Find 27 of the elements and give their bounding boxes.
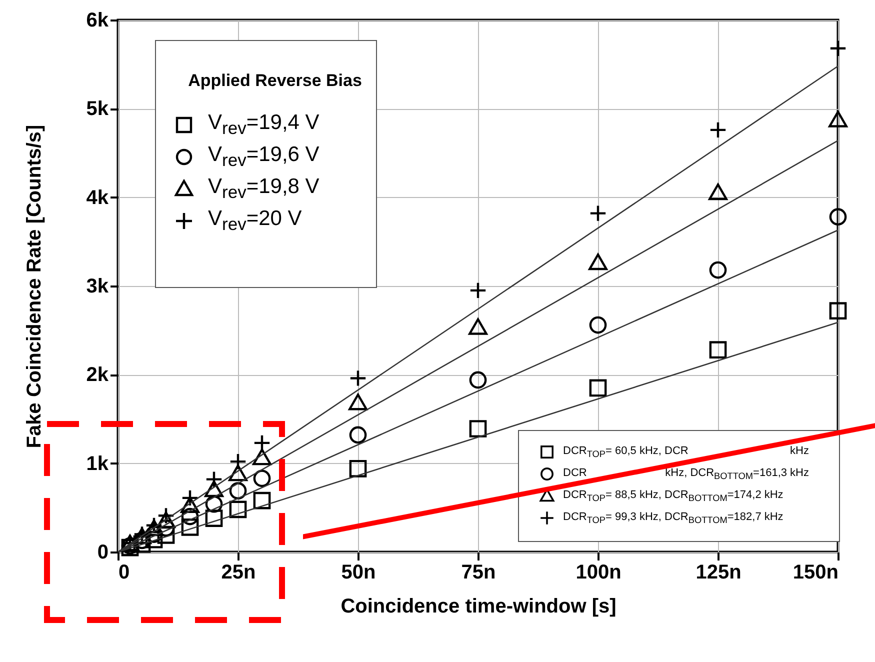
legend-label: V$_{rev}$=19,8 V	[208, 174, 320, 204]
annotation: DCR$_{TOP}$= 99,3 kHz, DCR$_{BOTTOM}$=182,7 kHz	[563, 510, 784, 526]
x-tick-label: 50n	[341, 562, 376, 584]
annotation: DCR$_{TOP}$= 60,5 kHz, DCR	[563, 444, 688, 460]
x-tick-label: 125n	[696, 562, 742, 584]
y-axis-title: Fake Coincidence Rate [Counts/s]	[23, 124, 46, 448]
x-tick-label: 150n	[792, 562, 838, 584]
annotation: DCR	[563, 466, 587, 481]
y-tick-label: 5k	[86, 98, 110, 120]
x-tick-label: 0	[118, 562, 130, 584]
y-tick-label: 4k	[86, 186, 110, 209]
legend-title: Applied Reverse Bias	[187, 71, 363, 91]
y-tick-label: 1k	[86, 452, 110, 475]
x-tick-label: 25n	[221, 562, 256, 584]
annotation: kHz	[790, 444, 809, 459]
y-tick-label: 3k	[86, 276, 110, 298]
annotation: DCR$_{TOP}$= 88,5 kHz, DCR$_{BOTTOM}$=174,2 kHz	[563, 488, 784, 504]
y-tick-label: 2k	[86, 364, 110, 386]
y-tick-label: 0	[97, 542, 108, 564]
legend-label: V$_{rev}$=19,4 V	[208, 110, 320, 140]
legend-label: V$_{rev}$=19,6 V	[208, 142, 320, 172]
annotation: kHz, DCR$_{BOTTOM}$=161,3 kHz	[665, 466, 809, 482]
x-axis-title: Coincidence time-window [s]	[340, 596, 616, 618]
legend-label: V$_{rev}$=20 V	[208, 206, 302, 236]
x-tick-label: 75n	[461, 562, 496, 584]
y-tick-label: 6k	[86, 10, 110, 32]
x-tick-label: 100n	[576, 562, 622, 584]
